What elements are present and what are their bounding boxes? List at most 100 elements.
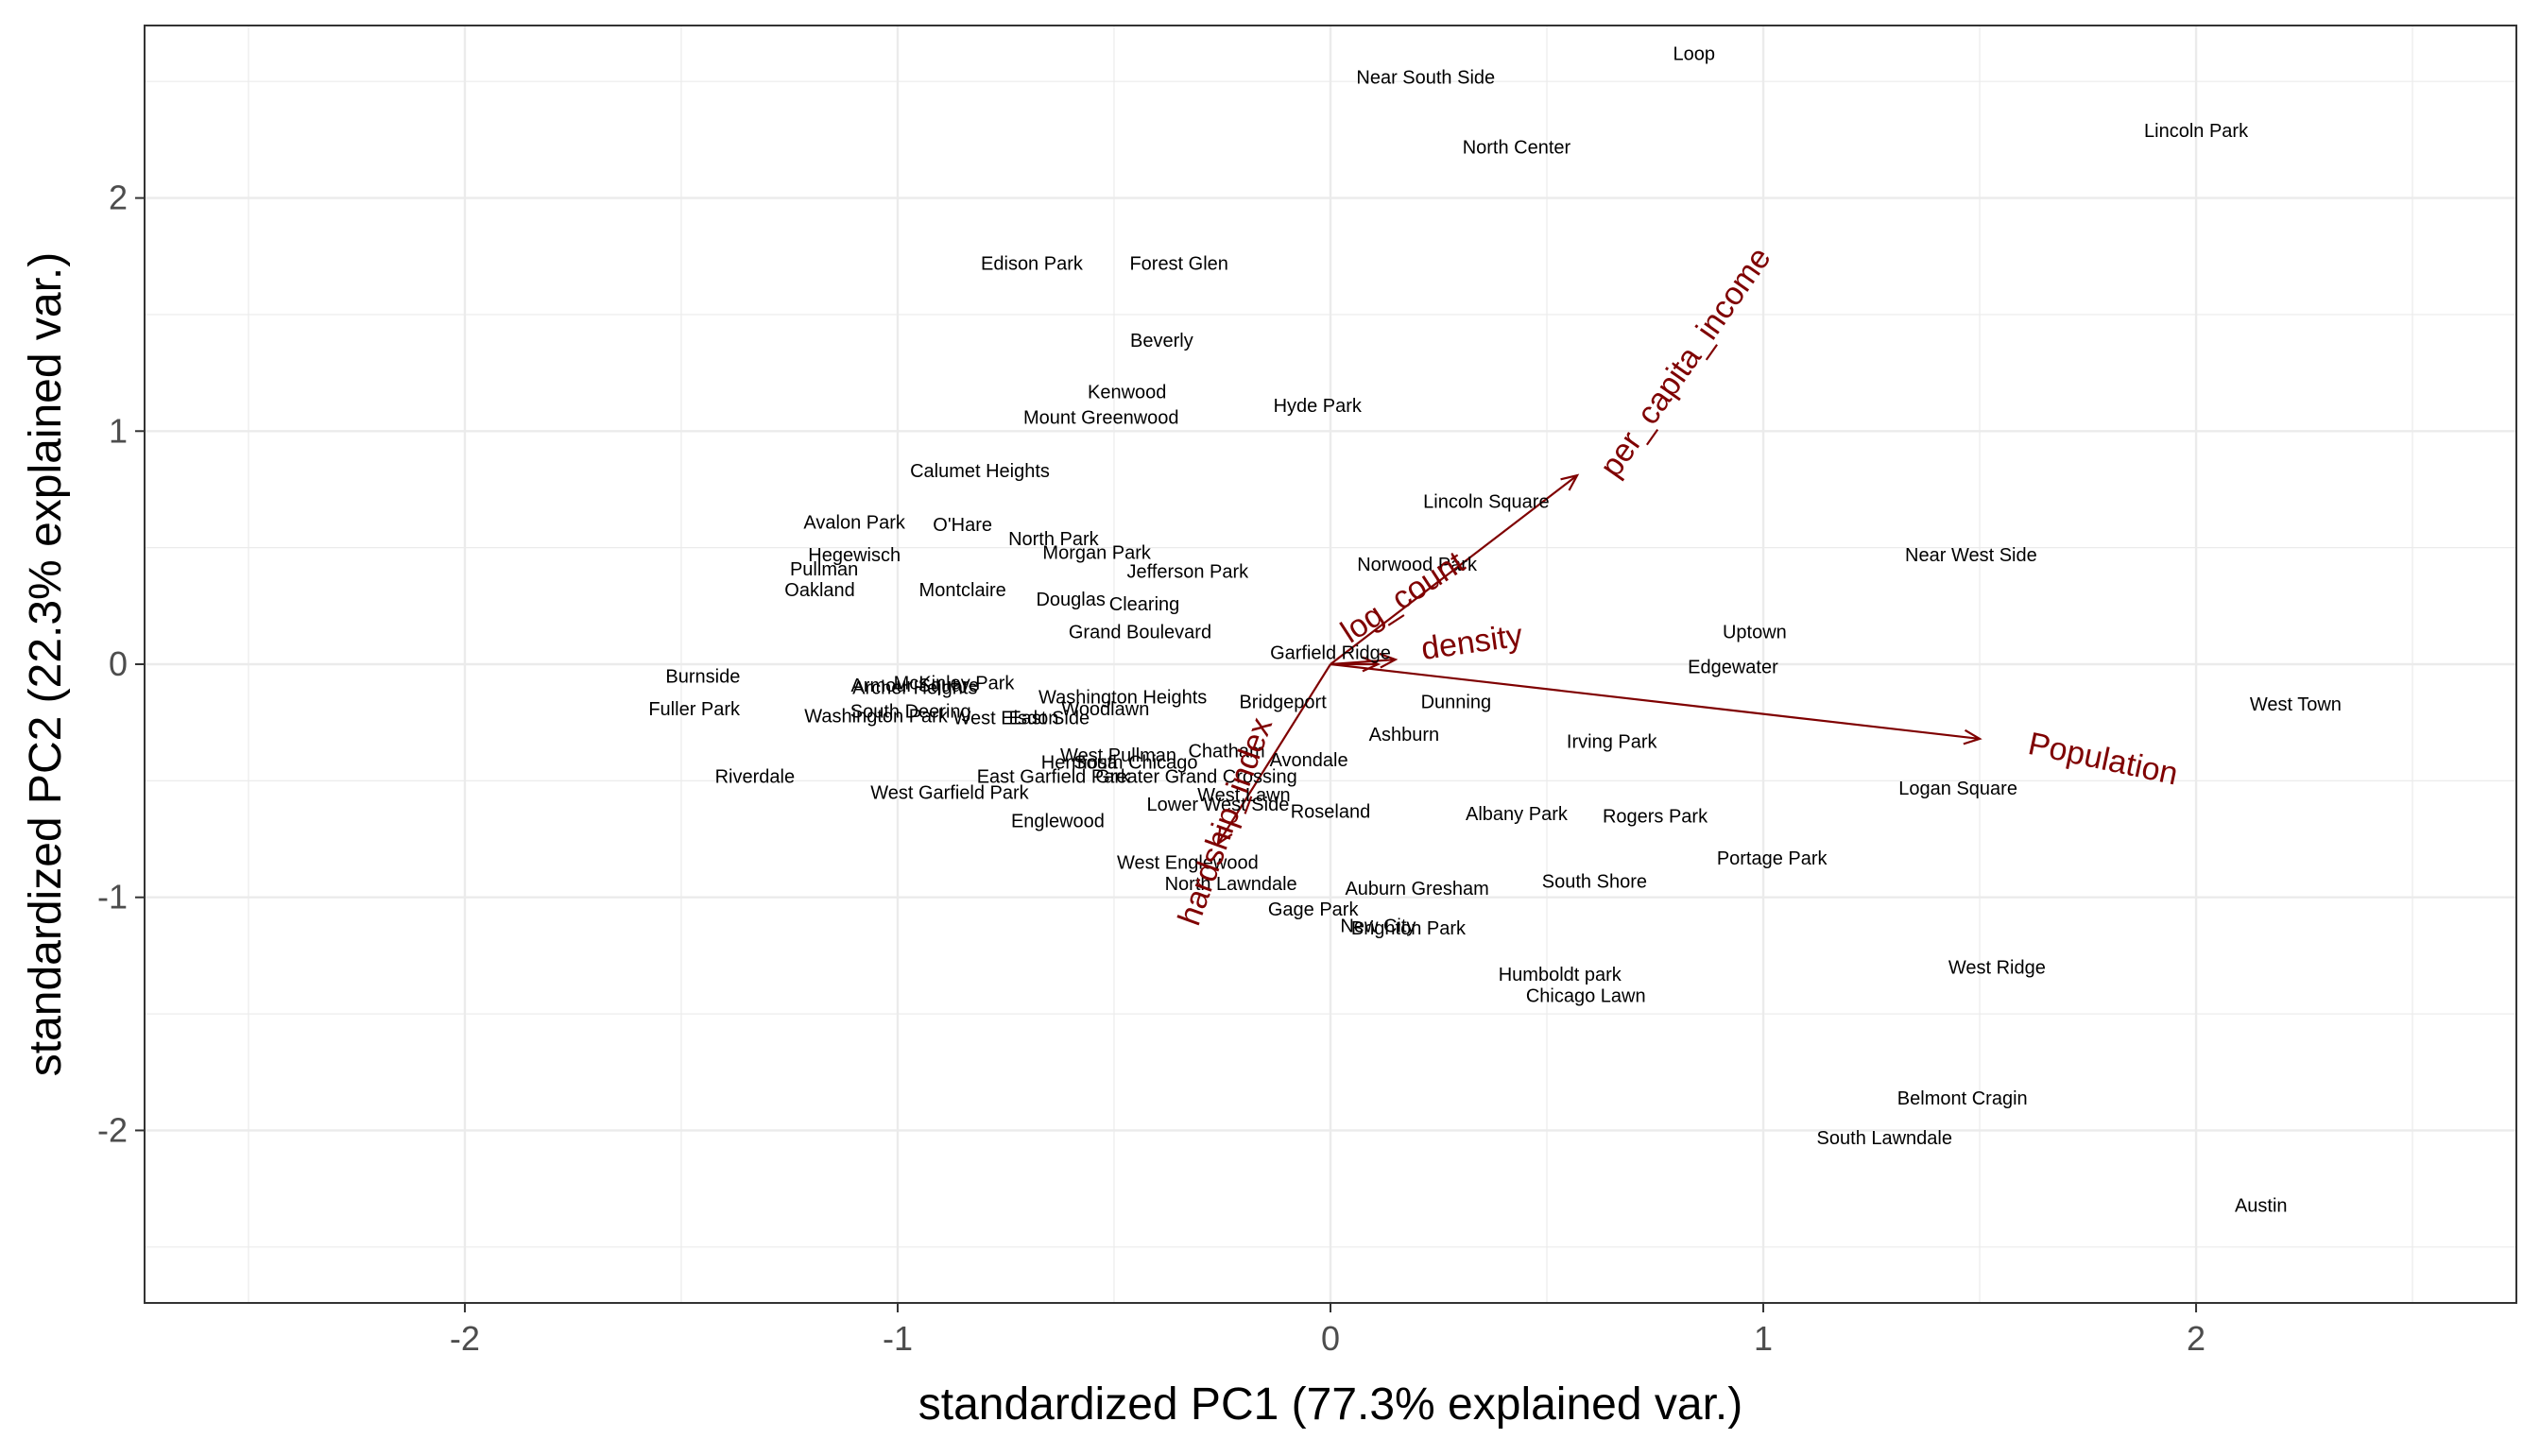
point-label: Armour Square [850, 676, 979, 696]
y-tick-label: -2 [97, 1110, 128, 1149]
point-label: Washington Heights [1038, 688, 1207, 709]
y-tick-label: 2 [109, 179, 128, 217]
point-label: West Elsdon [953, 709, 1059, 729]
point-label: Pullman [790, 559, 858, 580]
point-label: Montclaire [919, 580, 1006, 601]
point-label: Avondale [1270, 750, 1348, 771]
point-label: Hegewisch [808, 545, 901, 566]
point-label: West Englewood [1117, 853, 1259, 874]
y-axis-title: standardized PC2 (22.3% explained var.) [21, 252, 71, 1077]
point-label: Loop [1673, 44, 1715, 65]
point-label: Lincoln Park [2144, 121, 2249, 142]
point-label: North Lawndale [1165, 874, 1297, 895]
point-label: Hyde Park [1274, 396, 1363, 417]
point-label: Near South Side [1356, 67, 1495, 88]
point-label: Oakland [784, 580, 855, 601]
point-label: Washington Park [804, 706, 949, 727]
point-label: Auburn Gresham [1345, 879, 1488, 899]
point-label: Riverdale [715, 766, 795, 787]
loading-arrow-head [1560, 473, 1580, 491]
point-label: Greater Grand Crossing [1095, 766, 1296, 787]
point-label: Rogers Park [1603, 806, 1708, 827]
x-tick-label: 0 [1321, 1319, 1340, 1358]
point-label: Roseland [1291, 801, 1371, 822]
loading-arrow-shaft [1330, 474, 1578, 665]
point-label: Morgan Park [1042, 543, 1151, 564]
point-label: Lower West Side [1147, 795, 1290, 815]
point-label: Belmont Cragin [1897, 1088, 2028, 1109]
point-label: Dunning [1421, 692, 1492, 712]
x-tick-label: -2 [450, 1319, 480, 1358]
point-label: West Ridge [1948, 958, 2046, 979]
point-label: Englewood [1011, 811, 1105, 831]
point-label: Albany Park [1466, 804, 1569, 825]
point-label: South Shore [1542, 871, 1647, 892]
y-tick-label: 0 [109, 644, 128, 683]
loading-arrow-head [1379, 652, 1399, 669]
point-label: Avalon Park [803, 513, 905, 534]
point-label: Hermosa [1041, 753, 1119, 774]
point-label: West Town [2250, 694, 2342, 715]
axis-ticks: -2 -1 0 1 2 -2 -1 0 1 2 [97, 179, 2205, 1358]
x-axis-title: standardized PC1 (77.3% explained var.) [918, 1379, 1743, 1430]
x-tick-label: 1 [1754, 1319, 1773, 1358]
point-label: Chatham [1188, 741, 1264, 762]
point-label: Ashburn [1369, 725, 1440, 745]
point-label: McKinley Park [894, 674, 1016, 694]
point-label: South Chicago [1073, 753, 1197, 774]
point-label: Beverly [1130, 331, 1193, 351]
point-label: Clearing [1109, 594, 1179, 615]
point-label: Austin [2235, 1195, 2288, 1216]
point-label: Brighton Park [1351, 918, 1467, 939]
point-label: Jefferson Park [1127, 561, 1250, 582]
point-label: Norwood Park [1357, 555, 1478, 575]
point-label: Irving Park [1567, 731, 1658, 752]
point-label: North Park [1008, 529, 1100, 550]
point-label: Bridgeport [1239, 692, 1327, 712]
point-label: North Center [1463, 137, 1571, 158]
point-label: Archer Heights [852, 678, 977, 699]
point-label: Edgewater [1688, 657, 1778, 677]
point-label: Fuller Park [648, 699, 741, 720]
point-label: Lincoln Square [1423, 491, 1549, 512]
point-label: New City [1340, 916, 1416, 936]
point-label: Humboldt park [1499, 965, 1622, 985]
y-tick-label: -1 [97, 878, 128, 916]
point-label: Near West Side [1905, 545, 2037, 566]
point-label: East Garfield Park [977, 766, 1131, 787]
point-label: Chicago Lawn [1526, 985, 1646, 1006]
point-label: Kenwood [1088, 382, 1166, 403]
point-label: West Garfield Park [870, 783, 1029, 804]
point-label: Garfield Ridge [1270, 643, 1391, 664]
point-label: South Lawndale [1817, 1128, 1952, 1149]
loading-arrows [1216, 473, 1982, 847]
loading-arrow-shaft [1216, 663, 1331, 845]
point-label: Calumet Heights [910, 461, 1050, 482]
point-label: Portage Park [1717, 848, 1828, 869]
point-label: Forest Glen [1129, 254, 1227, 275]
loading-arrow-head [1216, 826, 1233, 847]
point-labels: Loop Near South Side North Center Lincoln P… [648, 44, 2342, 1217]
point-label: Edison Park [981, 254, 1084, 275]
point-label: Mount Greenwood [1023, 407, 1179, 428]
point-label: West Pullman [1060, 745, 1176, 766]
point-label: South Deering [850, 701, 971, 722]
x-tick-label: -1 [883, 1319, 913, 1358]
loading-arrow-shaft [1330, 662, 1981, 741]
point-label: O'Hare [933, 515, 992, 536]
x-tick-label: 2 [2187, 1319, 2205, 1358]
point-label: Woodlawn [1061, 699, 1149, 720]
y-tick-label: 1 [109, 411, 128, 450]
point-label: Uptown [1723, 622, 1787, 642]
point-label: Grand Boulevard [1069, 622, 1211, 642]
point-label: East Side [1008, 709, 1090, 729]
point-label: West Lawn [1197, 785, 1291, 806]
point-label: Gage Park [1268, 899, 1360, 920]
point-label: Douglas [1036, 590, 1105, 610]
loading-arrow-head [1362, 656, 1382, 673]
point-label: Logan Square [1898, 779, 2017, 799]
point-label: Burnside [665, 666, 740, 687]
